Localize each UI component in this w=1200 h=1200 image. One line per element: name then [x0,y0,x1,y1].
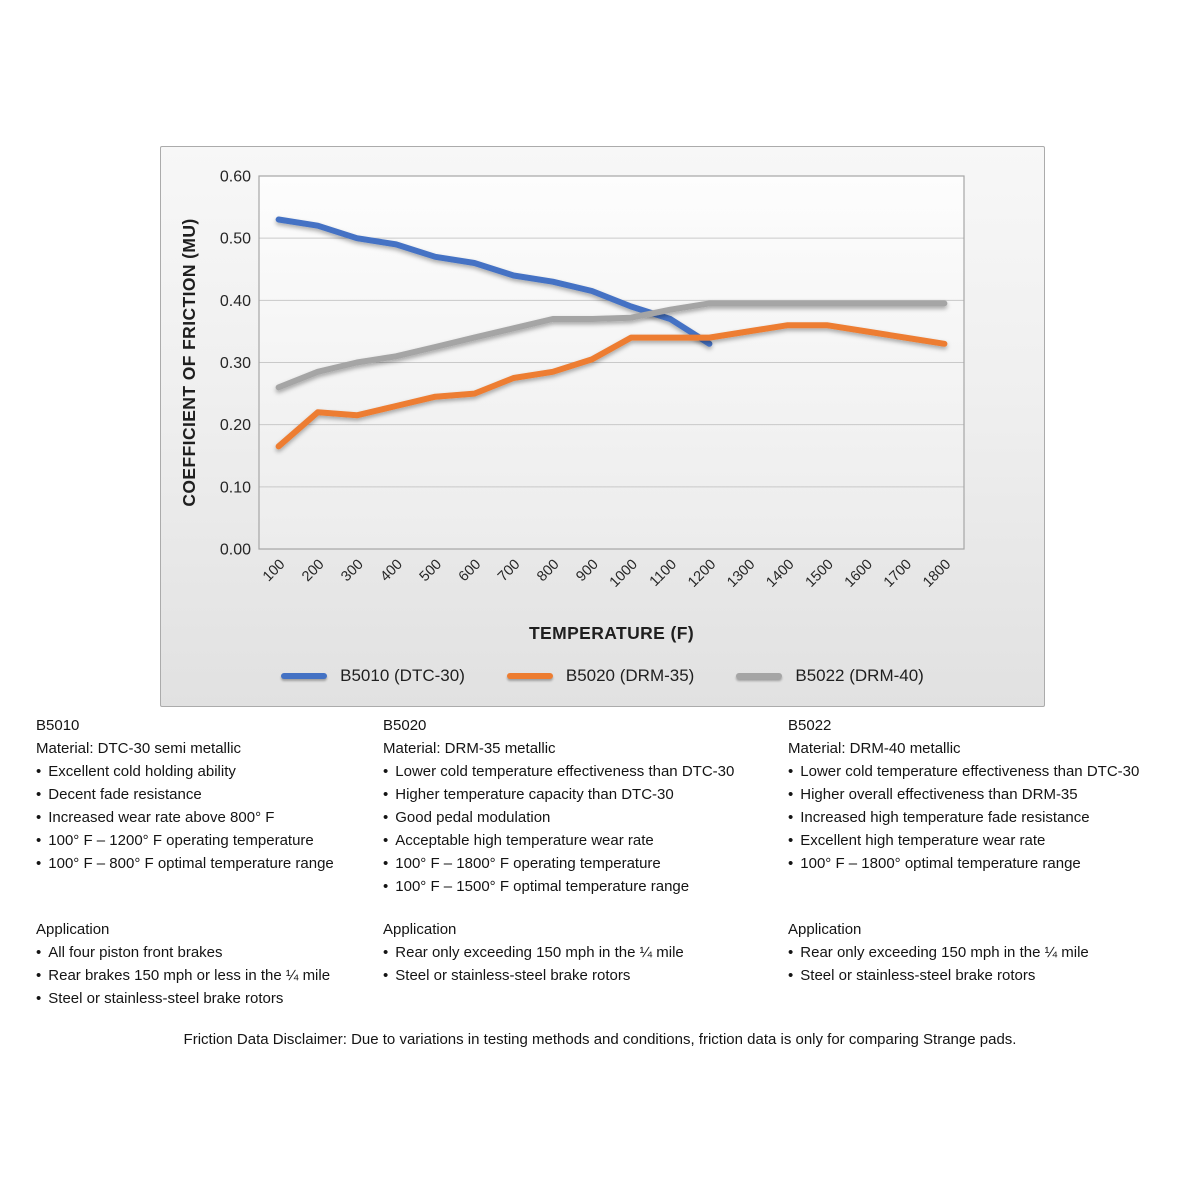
x-tick-label: 700 [495,557,523,585]
friction-chart: 0.00 0.10 0.20 0.30 0.40 0.50 0.60 100 200 300 400… [160,146,1045,707]
application-heading: Application [788,921,862,938]
legend-swatch [506,673,553,679]
plot-border [258,175,965,550]
x-tick-label: 600 [456,557,484,585]
pad-application-b5022: Application Rear only exceeding 150 mph … [788,918,1188,987]
x-tick-label: 900 [573,557,601,585]
pad-code: B5022 [788,717,832,734]
y-axis-title: COEFFICIENT OF FRICTION (MU) [179,218,199,506]
application-item: Rear brakes 150 mph or less in the ¼ mil… [36,964,381,987]
legend-label: B5020 (DRM-35) [565,666,695,685]
pad-feature-list: Excellent cold holding abilityDecent fad… [36,760,381,875]
pad-material: Material: DTC-30 semi metallic [36,740,242,757]
x-tick-label: 1800 [920,557,954,591]
legend-swatch [736,673,783,679]
pad-feature-list: Lower cold temperature effectiveness tha… [788,760,1188,875]
pad-feature-item: Acceptable high temperature wear rate [383,829,783,852]
application-item: Steel or stainless-steel brake rotors [383,964,783,987]
x-tick-label: 500 [417,557,445,585]
application-heading: Application [36,921,110,938]
friction-data-disclaimer: Friction Data Disclaimer: Due to variati… [183,1031,1017,1048]
y-tick-label: 0.30 [220,355,251,372]
application-list: All four piston front brakesRear brakes … [36,941,381,1010]
application-heading: Application [383,921,457,938]
chart-legend: B5010 (DTC-30) B5020 (DRM-35) B5022 (DRM-4… [161,659,1044,693]
x-tick-label: 1600 [842,557,876,591]
pad-feature-item: Higher overall effectiveness than DRM-35 [788,783,1188,806]
application-list: Rear only exceeding 150 mph in the ¼ mil… [788,941,1188,987]
pad-code: B5010 [36,717,80,734]
x-tick-label: 1100 [647,557,680,590]
series-line-b5010 [275,216,713,347]
pad-application-b5010: Application All four piston front brakes… [36,918,381,1010]
pad-feature-item: Increased wear rate above 800° F [36,806,381,829]
x-tick-label: 1400 [763,557,797,591]
application-item: Rear only exceeding 150 mph in the ¼ mil… [383,941,783,964]
pad-info-b5010: B5010 Material: DTC-30 semi metallic Exc… [36,714,381,875]
application-item: Steel or stainless-steel brake rotors [788,964,1188,987]
pad-feature-item: Lower cold temperature effectiveness tha… [788,760,1188,783]
pad-feature-item: Increased high temperature fade resistan… [788,806,1188,829]
pad-info-b5020: B5020 Material: DRM-35 metallic Lower co… [383,714,783,898]
pad-feature-item: Higher temperature capacity than DTC-30 [383,783,783,806]
application-item: All four piston front brakes [36,941,381,964]
x-tick-label: 1500 [803,557,837,591]
pad-feature-item: 100° F – 1200° F operating temperature [36,829,381,852]
x-axis-title: TEMPERATURE (F) [529,623,694,643]
x-tick-label: 1700 [881,557,915,591]
y-tick-label: 0.60 [220,169,251,186]
pad-feature-item: 100° F – 1800° F operating temperature [383,852,783,875]
pad-feature-item: Decent fade resistance [36,783,381,806]
pad-application-b5020: Application Rear only exceeding 150 mph … [383,918,783,987]
pad-feature-item: Lower cold temperature effectiveness tha… [383,760,783,783]
x-tick-label: 200 [299,557,327,585]
y-tick-label: 0.10 [220,479,251,496]
x-tick-label: 400 [377,557,405,585]
chart-canvas: 0.00 0.10 0.20 0.30 0.40 0.50 0.60 100 200 300 400… [179,169,965,643]
pad-feature-item: Excellent cold holding ability [36,760,381,783]
pad-code: B5020 [383,717,427,734]
legend-swatch [281,673,328,679]
application-item: Steel or stainless-steel brake rotors [36,987,381,1010]
pad-feature-list: Lower cold temperature effectiveness tha… [383,760,783,898]
y-tick-label: 0.40 [220,293,251,310]
legend-label: B5010 (DTC-30) [340,666,465,685]
series-line-b5022 [275,300,948,391]
application-item: Rear only exceeding 150 mph in the ¼ mil… [788,941,1188,964]
pad-feature-item: 100° F – 800° F optimal temperature rang… [36,852,381,875]
x-tick-label: 1000 [607,557,641,591]
pad-material: Material: DRM-35 metallic [383,740,556,757]
pad-feature-item: Good pedal modulation [383,806,783,829]
pad-feature-item: 100° F – 1800° optimal temperature range [788,852,1188,875]
x-tick-label: 1300 [724,557,758,591]
y-tick-label: 0.50 [220,231,251,248]
pad-info-b5022: B5022 Material: DRM-40 metallic Lower co… [788,714,1188,875]
y-tick-label: 0.00 [220,542,251,559]
x-tick-label: 100 [260,557,288,585]
pad-material: Material: DRM-40 metallic [788,740,961,757]
legend-item-b5010: B5010 (DTC-30) [281,666,465,686]
x-tick-label: 1200 [685,557,719,591]
series-line-b5020 [275,322,948,450]
pad-feature-item: Excellent high temperature wear rate [788,829,1188,852]
pad-feature-item: 100° F – 1500° F optimal temperature ran… [383,875,783,898]
x-tick-label: 800 [534,557,562,585]
legend-item-b5020: B5020 (DRM-35) [506,666,695,686]
y-tick-label: 0.20 [220,417,251,434]
legend-item-b5022: B5022 (DRM-40) [736,666,924,686]
application-list: Rear only exceeding 150 mph in the ¼ mil… [383,941,783,987]
legend-label: B5022 (DRM-40) [795,666,924,685]
x-tick-label: 300 [338,557,366,585]
